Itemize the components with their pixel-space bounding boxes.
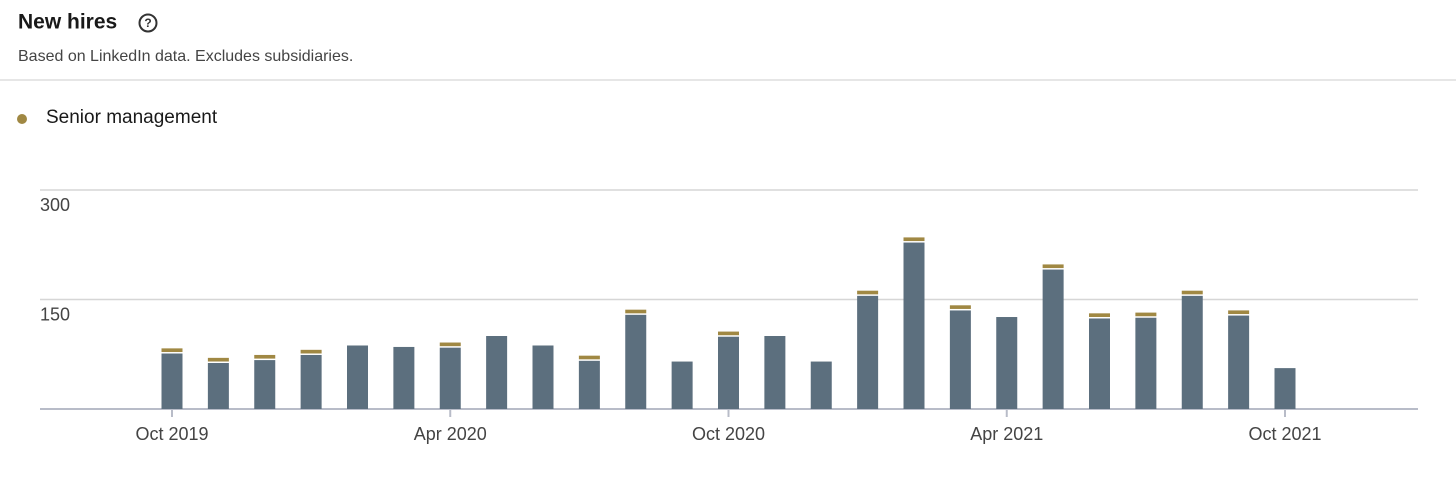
- bar: [161, 348, 183, 353]
- bar: [1042, 264, 1064, 269]
- x-tick-label: Apr 2020: [414, 424, 487, 444]
- bar: [671, 361, 693, 409]
- bar: [996, 317, 1018, 409]
- bar: [1274, 368, 1296, 409]
- bar: [254, 360, 276, 409]
- bar: [439, 347, 461, 409]
- svg-text:?: ?: [144, 16, 151, 30]
- bar: [1228, 315, 1250, 409]
- bar: [1181, 290, 1203, 295]
- x-tick-label: Oct 2020: [692, 424, 765, 444]
- bar: [1089, 318, 1110, 409]
- bar: [1089, 313, 1110, 317]
- legend-label[interactable]: Senior management: [46, 107, 218, 128]
- bar: [903, 237, 925, 242]
- bar: [532, 345, 554, 409]
- bar: [949, 305, 971, 309]
- help-icon[interactable]: ?: [138, 13, 158, 33]
- bar: [625, 309, 647, 314]
- bar: [949, 310, 971, 409]
- bar: [1181, 295, 1203, 409]
- title: New hires: [18, 11, 117, 34]
- legend-marker: [17, 114, 27, 124]
- bar: [254, 354, 276, 359]
- bar: [393, 346, 415, 409]
- bar: [300, 354, 322, 409]
- bar: [1042, 269, 1064, 409]
- bar: [857, 295, 879, 409]
- bar: [578, 355, 600, 360]
- bar: [1135, 317, 1157, 409]
- y-tick-label: 300: [40, 195, 70, 215]
- y-tick-label: 150: [40, 304, 70, 324]
- x-tick-label: Oct 2021: [1248, 424, 1321, 444]
- bar: [207, 357, 229, 362]
- bar: [857, 290, 879, 295]
- bar: [764, 336, 786, 409]
- bar: [1228, 310, 1250, 315]
- bar: [718, 336, 739, 409]
- bar: [810, 361, 832, 409]
- x-tick-label: Oct 2019: [135, 424, 208, 444]
- subtitle: Based on LinkedIn data. Excludes subsidi…: [18, 48, 353, 65]
- bar: [439, 342, 461, 347]
- bar: [903, 242, 925, 409]
- bar: [625, 314, 647, 409]
- x-tick-label: Apr 2021: [970, 424, 1043, 444]
- bar: [1135, 312, 1157, 317]
- bar: [207, 363, 229, 409]
- bar: [300, 349, 322, 354]
- bar: [578, 360, 600, 409]
- bar: [161, 353, 183, 409]
- bar: [486, 336, 508, 409]
- bar: [718, 331, 739, 336]
- bar: [347, 345, 368, 409]
